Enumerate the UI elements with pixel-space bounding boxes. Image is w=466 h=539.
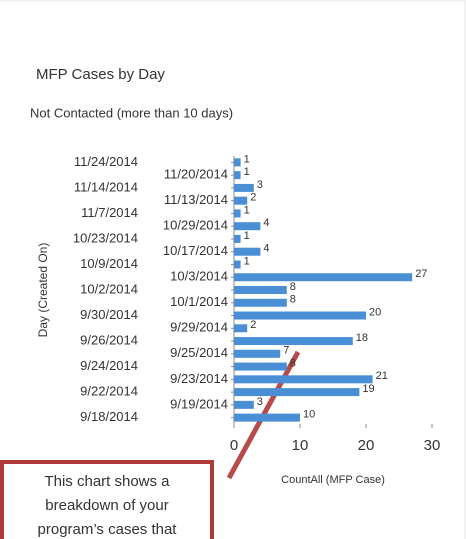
chart-title: MFP Cases by Day <box>36 66 165 83</box>
value-label: 10 <box>303 409 315 421</box>
value-label: 21 <box>376 370 388 382</box>
x-tick-label: 0 <box>230 437 238 454</box>
value-label: 4 <box>263 217 269 229</box>
value-label: 1 <box>244 153 250 165</box>
chart-subtitle: Not Contacted (more than 10 days) <box>30 105 233 120</box>
bar <box>234 196 248 205</box>
y-axis-title: Day (Created On) <box>36 243 50 338</box>
value-label: 8 <box>290 294 296 306</box>
annotation-box <box>0 460 214 539</box>
value-label: 7 <box>283 345 289 357</box>
value-label: 1 <box>244 255 250 267</box>
bar <box>234 183 254 192</box>
bar <box>234 311 366 320</box>
y-tick-label: 10/2/2014 <box>80 281 138 296</box>
y-tick-label: 9/24/2014 <box>80 358 138 373</box>
y-tick-label: 9/18/2014 <box>80 409 138 424</box>
bar <box>234 413 300 422</box>
bar <box>234 260 241 269</box>
y-tick-label: 10/3/2014 <box>170 269 228 284</box>
bar <box>234 234 241 243</box>
bar <box>234 247 261 256</box>
y-tick-label: 11/14/2014 <box>74 179 138 194</box>
value-label: 8 <box>290 281 296 293</box>
y-tick-label: 10/23/2014 <box>73 230 138 245</box>
y-tick-label: 9/29/2014 <box>170 320 228 335</box>
bar <box>234 209 241 218</box>
y-tick-label: 9/25/2014 <box>170 345 228 360</box>
bar <box>234 158 241 167</box>
x-tick-label: 30 <box>424 437 441 454</box>
bar <box>234 286 287 294</box>
bar <box>234 375 373 384</box>
bar <box>234 362 287 371</box>
y-tick-label: 11/7/2014 <box>81 205 138 220</box>
value-label: 1 <box>244 204 250 216</box>
bar <box>234 349 281 358</box>
bar <box>234 337 353 346</box>
y-tick-label: 9/22/2014 <box>80 384 138 399</box>
bar <box>234 273 413 282</box>
value-label: 27 <box>415 268 427 280</box>
value-label: 1 <box>244 166 250 178</box>
y-tick-label: 9/19/2014 <box>170 396 228 411</box>
annotation-text: program’s cases that <box>38 521 178 538</box>
annotation-text: This chart shows a <box>44 473 170 490</box>
value-label: 4 <box>263 243 269 255</box>
y-tick-label: 10/29/2014 <box>163 218 228 233</box>
y-tick-label: 11/13/2014 <box>164 192 228 207</box>
y-tick-label: 9/30/2014 <box>80 307 138 322</box>
y-tick-label: 10/9/2014 <box>80 256 138 271</box>
value-label: 20 <box>369 306 381 318</box>
bar <box>234 171 241 180</box>
bar <box>234 388 360 397</box>
bar <box>234 324 248 333</box>
value-label: 2 <box>250 192 256 204</box>
y-tick-label: 11/24/2014 <box>74 154 138 169</box>
value-label: 1 <box>244 230 250 242</box>
annotation-text: breakdown of your <box>45 497 168 514</box>
bar <box>234 222 261 231</box>
x-axis-title: CountAll (MFP Case) <box>281 474 385 486</box>
x-tick-label: 20 <box>358 437 375 454</box>
value-label: 3 <box>257 179 263 191</box>
x-tick-label: 10 <box>292 437 309 454</box>
bar <box>234 400 254 409</box>
bar <box>234 298 287 307</box>
y-tick-label: 9/23/2014 <box>170 371 228 386</box>
y-tick-label: 11/20/2014 <box>164 167 228 182</box>
value-label: 8 <box>290 357 296 369</box>
value-label: 19 <box>362 383 374 395</box>
y-tick-label: 10/1/2014 <box>170 294 228 309</box>
value-label: 18 <box>356 332 368 344</box>
value-label: 3 <box>257 396 263 408</box>
y-tick-label: 9/26/2014 <box>80 332 138 347</box>
value-label: 2 <box>250 319 256 331</box>
y-tick-label: 10/17/2014 <box>163 243 228 258</box>
